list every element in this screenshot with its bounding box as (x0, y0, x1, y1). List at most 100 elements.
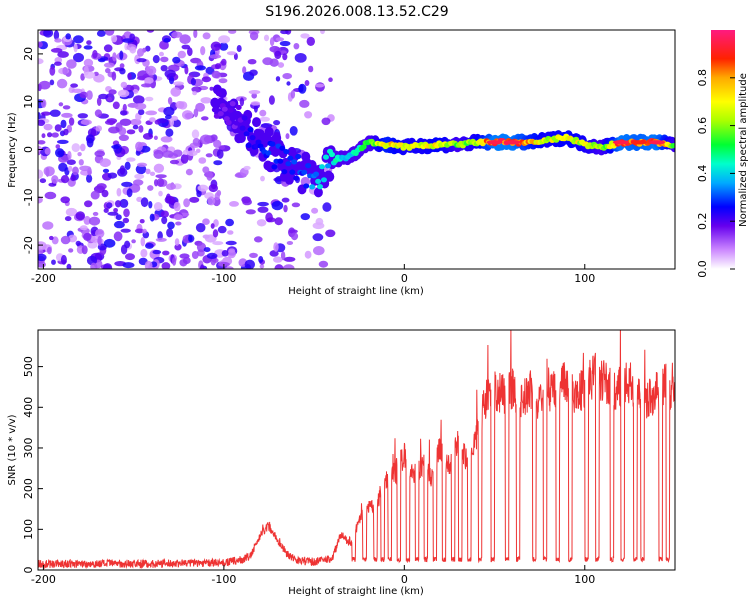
noise-speckle (38, 41, 43, 48)
noise-speckle (119, 118, 132, 127)
noise-speckle (43, 123, 53, 131)
noise-speckle (38, 119, 46, 126)
noise-speckle (70, 175, 76, 182)
noise-speckle (311, 207, 319, 214)
noise-speckle (68, 117, 75, 126)
noise-speckle (129, 46, 137, 54)
noise-speckle (56, 139, 69, 144)
colorbar-tick-label: 0.6 (696, 117, 709, 135)
noise-speckle (53, 30, 60, 41)
track-core (317, 184, 323, 190)
noise-speckle (131, 239, 136, 244)
track-core (223, 116, 230, 122)
noise-speckle (38, 241, 47, 251)
y-tick-label: 100 (22, 519, 35, 540)
track-halo (325, 171, 335, 182)
noise-speckle (259, 109, 267, 117)
noise-speckle (187, 150, 198, 157)
track-core (235, 104, 242, 110)
noise-speckle (149, 117, 156, 123)
noise-speckle (192, 138, 201, 146)
track-core (245, 142, 252, 148)
track-core (229, 101, 236, 107)
noise-speckle (275, 76, 281, 82)
snr-y-ticks: 0 100 200 300 400 500 (22, 356, 43, 574)
x-tick-label: 0 (401, 272, 408, 285)
track-core (301, 169, 308, 175)
noise-speckle (286, 81, 291, 86)
noise-speckle (75, 240, 82, 246)
y-tick-label: 0 (22, 567, 35, 574)
noise-speckle (68, 165, 73, 172)
noise-speckle (153, 135, 158, 140)
noise-speckle (201, 76, 212, 83)
track-core (225, 119, 232, 126)
x-tick-label: 100 (574, 272, 595, 285)
noise-speckle (259, 264, 265, 269)
track-core (313, 171, 320, 177)
noise-speckle (213, 139, 222, 148)
noise-speckle (108, 89, 117, 95)
noise-speckle (170, 87, 181, 97)
noise-speckle (83, 71, 96, 79)
noise-speckle (160, 210, 169, 218)
noise-speckle (54, 57, 63, 64)
noise-speckle (298, 83, 307, 94)
noise-speckle (199, 134, 212, 145)
noise-speckle (134, 228, 145, 234)
noise-speckle (236, 45, 242, 52)
noise-speckle (145, 242, 154, 249)
noise-speckle (38, 58, 44, 65)
snr-y-axis-label: SNR (10 * v/v) (7, 414, 18, 485)
track-core (305, 163, 312, 169)
noise-speckle (112, 52, 117, 62)
noise-speckle (274, 217, 283, 226)
noise-speckle (308, 65, 314, 73)
noise-speckle (325, 229, 336, 238)
noise-speckle (120, 81, 128, 89)
noise-speckle (48, 182, 57, 187)
noise-speckle (119, 63, 125, 69)
y-tick-label: 20 (22, 47, 35, 61)
noise-speckle (153, 202, 163, 211)
noise-speckle (153, 163, 165, 173)
noise-speckle (251, 92, 257, 99)
noise-speckle (38, 196, 43, 204)
noise-speckle (105, 68, 111, 74)
noise-speckle (39, 178, 47, 184)
noise-speckle (280, 30, 289, 35)
noise-speckle (44, 191, 57, 200)
noise-speckle (179, 34, 191, 45)
noise-speckle (203, 247, 211, 253)
noise-speckle (47, 246, 52, 255)
noise-speckle (190, 78, 196, 86)
noise-speckle (111, 144, 120, 149)
noise-speckle (119, 198, 129, 208)
noise-speckle (206, 170, 213, 181)
noise-speckle (165, 193, 171, 204)
noise-speckle (205, 153, 213, 158)
track-core (319, 164, 325, 170)
noise-speckle (73, 43, 78, 53)
noise-speckle (167, 97, 173, 105)
noise-speckle (71, 143, 81, 153)
noise-speckle (79, 225, 88, 231)
noise-speckle (210, 223, 215, 229)
noise-speckle (137, 48, 144, 57)
noise-speckle (283, 256, 296, 262)
noise-speckle (244, 259, 255, 269)
noise-speckle (51, 132, 59, 138)
noise-speckle (169, 117, 174, 127)
track-core (293, 175, 300, 181)
noise-speckle (257, 201, 269, 207)
noise-speckle (41, 133, 46, 139)
noise-speckle (197, 184, 209, 192)
noise-speckle (115, 200, 122, 208)
noise-speckle (281, 197, 290, 203)
noise-speckle (60, 175, 70, 184)
noise-speckle (96, 30, 106, 37)
noise-speckle (73, 35, 84, 44)
noise-speckle (182, 256, 191, 265)
noise-speckle (191, 251, 199, 259)
noise-speckle (263, 34, 270, 42)
